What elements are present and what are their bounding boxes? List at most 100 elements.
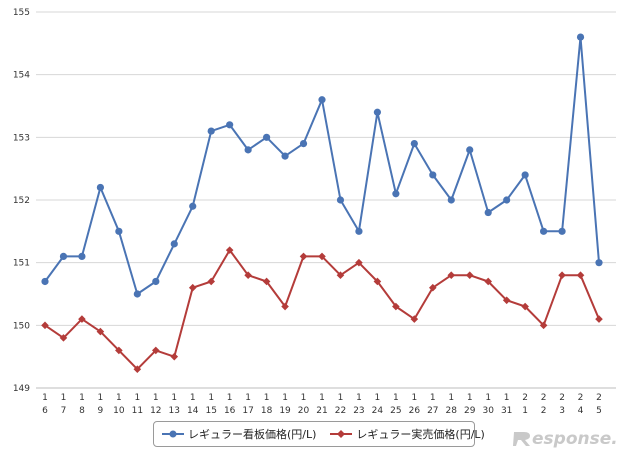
x-tick-label-day: 5 bbox=[596, 406, 602, 416]
data-point[interactable] bbox=[318, 252, 326, 261]
legend-item-signboard-price[interactable]: レギュラー看板価格(円/L) bbox=[162, 426, 316, 442]
data-point[interactable] bbox=[540, 227, 548, 235]
data-point[interactable] bbox=[299, 140, 308, 148]
x-tick-label-month: 1 bbox=[116, 393, 122, 403]
x-tick-label-month: 2 bbox=[522, 393, 528, 403]
y-tick-label: 149 bbox=[13, 384, 30, 394]
data-point[interactable] bbox=[466, 146, 474, 154]
data-point[interactable] bbox=[133, 290, 141, 298]
x-tick-label-month: 1 bbox=[448, 393, 454, 403]
x-tick-label-month: 1 bbox=[171, 393, 177, 403]
data-point[interactable] bbox=[447, 196, 455, 204]
x-tick-label-day: 2 bbox=[541, 406, 547, 416]
data-point[interactable] bbox=[41, 321, 49, 330]
data-point[interactable] bbox=[503, 196, 511, 204]
series-line-2 bbox=[44, 249, 600, 371]
x-tick-label-month: 1 bbox=[430, 393, 436, 403]
data-point[interactable] bbox=[318, 96, 326, 104]
data-point[interactable] bbox=[41, 277, 49, 286]
data-point[interactable] bbox=[262, 277, 271, 286]
data-point[interactable] bbox=[189, 202, 197, 210]
data-point[interactable] bbox=[373, 108, 381, 116]
x-tick-label-month: 2 bbox=[541, 393, 547, 403]
data-point[interactable] bbox=[170, 352, 179, 361]
data-point[interactable] bbox=[447, 271, 456, 279]
data-point[interactable] bbox=[188, 283, 197, 292]
data-point[interactable] bbox=[281, 302, 289, 311]
x-tick-label-month: 2 bbox=[596, 393, 602, 403]
data-point[interactable] bbox=[133, 365, 142, 373]
data-point[interactable] bbox=[115, 227, 123, 235]
data-point[interactable] bbox=[355, 227, 363, 235]
data-point[interactable] bbox=[207, 127, 215, 135]
legend-item-actual-price[interactable]: レギュラー実売価格(円/L) bbox=[330, 426, 485, 442]
x-tick-label-month: 1 bbox=[153, 393, 159, 403]
data-point[interactable] bbox=[576, 33, 585, 41]
data-point[interactable] bbox=[96, 327, 105, 336]
x-tick-label-day: 9 bbox=[98, 406, 104, 416]
x-tick-label-day: 16 bbox=[224, 406, 236, 416]
data-point[interactable] bbox=[429, 283, 437, 292]
data-point[interactable] bbox=[96, 183, 104, 192]
data-point[interactable] bbox=[207, 277, 215, 286]
data-point[interactable] bbox=[115, 346, 123, 355]
data-point[interactable] bbox=[355, 258, 363, 267]
data-point[interactable] bbox=[373, 277, 382, 286]
data-point[interactable] bbox=[263, 133, 271, 141]
x-tick-label-month: 1 bbox=[301, 393, 307, 403]
x-tick-label-day: 10 bbox=[113, 406, 125, 416]
data-point[interactable] bbox=[392, 190, 400, 198]
data-point[interactable] bbox=[410, 140, 418, 148]
data-point[interactable] bbox=[152, 277, 160, 286]
data-point[interactable] bbox=[170, 240, 178, 248]
data-point[interactable] bbox=[410, 315, 419, 323]
data-point[interactable] bbox=[225, 246, 234, 254]
x-tick-label-month: 1 bbox=[411, 393, 417, 403]
x-tick-label-day: 29 bbox=[464, 406, 476, 416]
data-point[interactable] bbox=[484, 208, 492, 217]
x-tick-label-month: 1 bbox=[375, 393, 381, 403]
series-layer bbox=[41, 33, 603, 373]
legend-label-signboard: レギュラー看板価格(円/L) bbox=[188, 428, 317, 441]
data-point[interactable] bbox=[392, 302, 400, 311]
data-point[interactable] bbox=[152, 346, 160, 355]
x-tick-label-day: 14 bbox=[187, 406, 199, 416]
data-point[interactable] bbox=[281, 152, 289, 160]
x-tick-label-month: 2 bbox=[578, 393, 584, 403]
data-point[interactable] bbox=[299, 252, 308, 261]
x-tick-label-month: 2 bbox=[559, 393, 565, 403]
data-point[interactable] bbox=[336, 271, 345, 279]
data-point[interactable] bbox=[429, 171, 437, 179]
x-tick-label-month: 1 bbox=[61, 393, 67, 403]
data-point[interactable] bbox=[78, 315, 86, 323]
x-tick-label-day: 8 bbox=[79, 406, 85, 416]
data-point[interactable] bbox=[336, 196, 345, 204]
data-point[interactable] bbox=[539, 321, 548, 330]
data-point[interactable] bbox=[244, 271, 252, 279]
data-point[interactable] bbox=[484, 277, 492, 286]
x-tick-label-month: 1 bbox=[264, 393, 270, 403]
x-tick-label-day: 15 bbox=[205, 406, 216, 416]
x-tick-label-month: 1 bbox=[485, 393, 491, 403]
x-tick-label-month: 1 bbox=[467, 393, 473, 403]
data-point[interactable] bbox=[595, 259, 603, 267]
x-tick-label-month: 1 bbox=[504, 393, 510, 403]
data-point[interactable] bbox=[465, 271, 474, 279]
x-tick-label-day: 30 bbox=[482, 406, 494, 416]
data-point[interactable] bbox=[558, 227, 566, 235]
data-point[interactable] bbox=[78, 252, 86, 260]
x-tick-label-month: 1 bbox=[227, 393, 233, 403]
data-point[interactable] bbox=[521, 302, 529, 311]
data-point[interactable] bbox=[558, 271, 566, 279]
x-tick-label-day: 4 bbox=[578, 406, 584, 416]
data-point[interactable] bbox=[576, 271, 585, 279]
data-point[interactable] bbox=[244, 146, 252, 154]
data-point[interactable] bbox=[226, 121, 234, 129]
data-point[interactable] bbox=[502, 296, 511, 305]
x-tick-label-month: 1 bbox=[134, 393, 140, 403]
data-point[interactable] bbox=[521, 171, 529, 179]
x-tick-label-day: 18 bbox=[261, 406, 273, 416]
data-point[interactable] bbox=[595, 315, 603, 323]
data-point[interactable] bbox=[59, 334, 68, 342]
data-point[interactable] bbox=[59, 252, 68, 260]
